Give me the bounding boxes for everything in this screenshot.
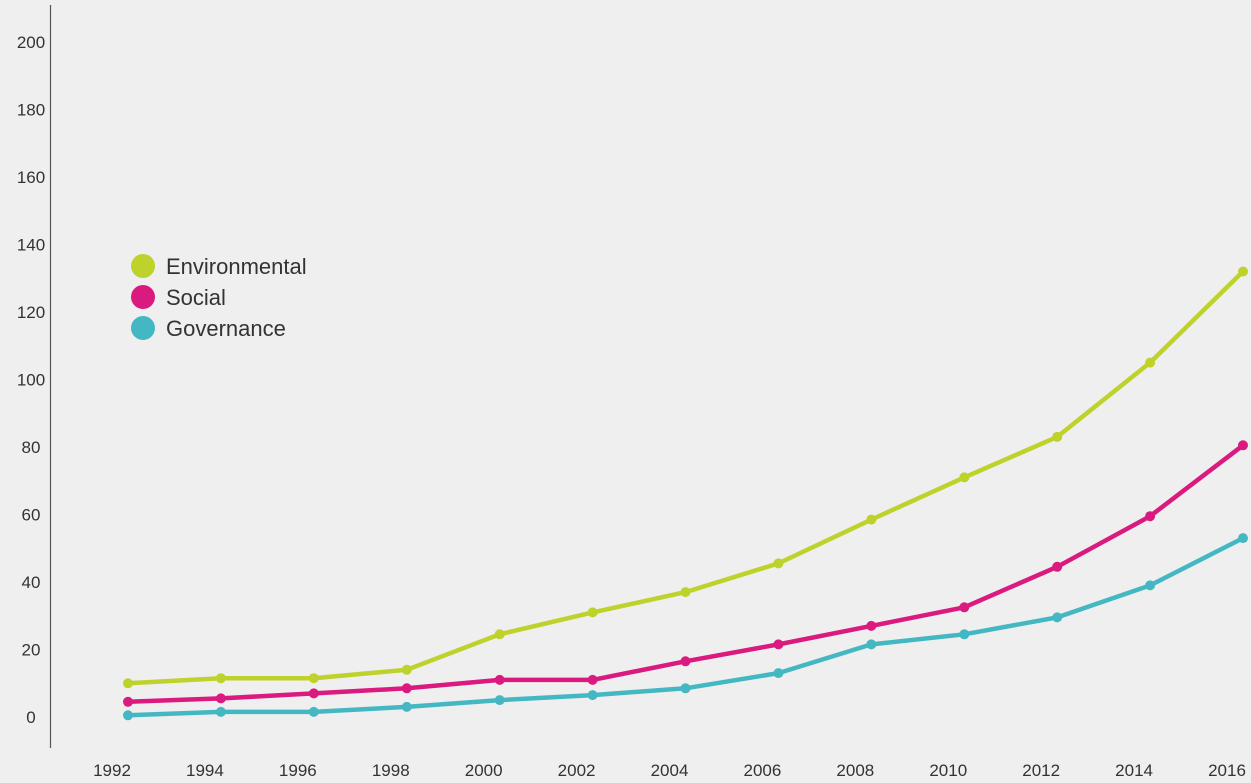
y-tick-label: 120 [17, 303, 45, 322]
data-point-governance [773, 668, 784, 679]
data-point-environmental [401, 664, 412, 675]
data-point-environmental [215, 673, 226, 684]
data-point-governance [587, 690, 598, 701]
x-tick-label: 2004 [651, 761, 689, 780]
y-tick-label: 180 [17, 101, 45, 120]
y-tick-label: 160 [17, 168, 45, 187]
x-tick-label: 2010 [929, 761, 967, 780]
legend-label: Social [166, 285, 226, 310]
data-point-social [1145, 511, 1156, 522]
plot-area [123, 266, 1248, 721]
series-governance [123, 533, 1248, 721]
legend-item-social: Social [131, 285, 226, 310]
data-point-governance [959, 629, 970, 640]
data-point-social [1238, 440, 1248, 451]
x-tick-label: 2016 [1208, 761, 1246, 780]
data-point-environmental [494, 629, 505, 640]
data-point-social [308, 688, 319, 699]
x-tick-label: 1996 [279, 761, 317, 780]
legend-label: Environmental [166, 254, 307, 279]
data-point-environmental [308, 673, 319, 684]
x-tick-label: 2006 [744, 761, 782, 780]
data-point-social [866, 620, 877, 631]
data-point-environmental [1238, 266, 1248, 277]
series-environmental [123, 266, 1248, 689]
data-point-governance [866, 639, 877, 650]
series-social [123, 440, 1248, 707]
data-point-environmental [959, 472, 970, 483]
data-point-social [1052, 561, 1063, 572]
y-axis-ticks: 0 20 40 60 80 100 120 140 160 180 200 [17, 33, 45, 727]
x-tick-label: 2012 [1022, 761, 1060, 780]
legend-swatch [131, 285, 155, 309]
data-point-social [123, 696, 133, 707]
x-axis-ticks: 1992 1994 1996 1998 2000 2002 2004 2006 2008 2010… [93, 761, 1246, 780]
data-point-governance [308, 706, 319, 717]
data-point-governance [1238, 533, 1248, 544]
x-tick-label: 1998 [372, 761, 410, 780]
legend-swatch [131, 254, 155, 278]
data-point-governance [401, 701, 412, 712]
data-point-governance [1052, 612, 1063, 623]
y-tick-label: 60 [22, 506, 41, 525]
data-point-social [401, 683, 412, 694]
series-line-environmental [125, 269, 1246, 686]
data-point-social [959, 602, 970, 613]
data-point-environmental [773, 558, 784, 569]
data-point-social [680, 656, 691, 667]
data-point-social [773, 639, 784, 650]
x-tick-label: 1994 [186, 761, 224, 780]
legend: Environmental Social Governance [131, 254, 307, 341]
data-point-social [215, 693, 226, 704]
x-tick-label: 2008 [836, 761, 874, 780]
y-tick-label: 80 [22, 438, 41, 457]
data-point-environmental [123, 678, 133, 689]
legend-item-environmental: Environmental [131, 254, 307, 279]
y-tick-label: 20 [22, 641, 41, 660]
x-tick-label: 2002 [558, 761, 596, 780]
data-point-environmental [587, 607, 598, 618]
x-tick-label: 1992 [93, 761, 131, 780]
y-tick-label: 100 [17, 371, 45, 390]
x-tick-label: 2014 [1115, 761, 1153, 780]
legend-label: Governance [166, 316, 286, 341]
data-point-environmental [1052, 431, 1063, 442]
data-point-governance [123, 710, 133, 721]
y-tick-label: 0 [26, 708, 35, 727]
x-tick-label: 2000 [465, 761, 503, 780]
data-point-governance [680, 683, 691, 694]
data-point-social [587, 674, 598, 685]
legend-swatch [131, 316, 155, 340]
y-tick-label: 200 [17, 33, 45, 52]
data-point-social [494, 674, 505, 685]
data-point-governance [1145, 580, 1156, 591]
data-point-environmental [866, 514, 877, 525]
data-point-environmental [680, 587, 691, 598]
data-point-governance [494, 695, 505, 706]
y-tick-label: 140 [17, 236, 45, 255]
y-tick-label: 40 [22, 573, 41, 592]
data-point-governance [215, 706, 226, 717]
legend-item-governance: Governance [131, 316, 286, 341]
data-point-environmental [1145, 357, 1156, 368]
